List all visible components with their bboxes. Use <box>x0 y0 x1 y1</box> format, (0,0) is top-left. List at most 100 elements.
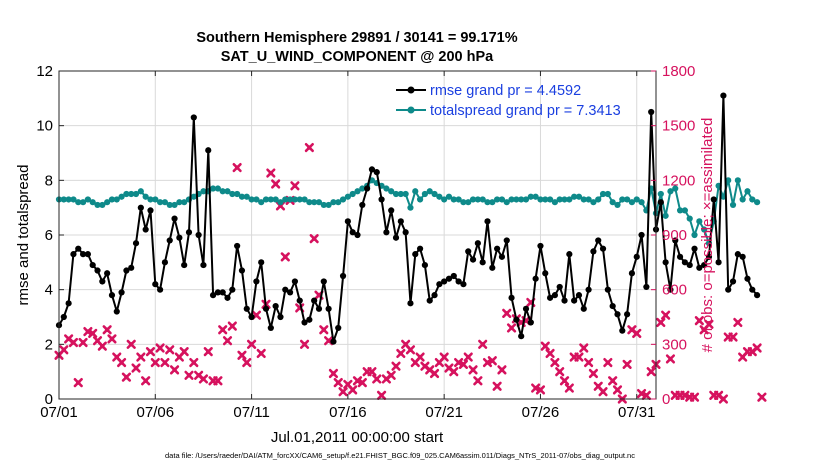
assimilated-marker-core <box>408 347 413 352</box>
totalspread-point <box>339 196 347 203</box>
totalspread-point <box>108 196 116 203</box>
assimilated-marker-core <box>215 378 221 383</box>
assimilated-marker-core <box>610 378 615 383</box>
y-tick-label: 10 <box>36 118 53 135</box>
rmse-point <box>94 267 101 274</box>
totalspread-point <box>725 177 732 184</box>
totalspread-point <box>474 196 481 203</box>
totalspread-point <box>157 199 164 206</box>
totalspread-point <box>676 207 684 214</box>
totalspread-point <box>465 199 472 206</box>
rmse-point <box>696 264 703 271</box>
rmse-point <box>729 278 737 285</box>
assimilated-marker-core <box>302 342 307 347</box>
totalspread-point <box>181 199 188 206</box>
assimilated-marker-core <box>374 376 379 382</box>
assimilated-marker-core <box>697 318 702 323</box>
totalspread-point <box>248 196 255 203</box>
assimilated-marker-core <box>547 351 553 356</box>
totalspread-point <box>566 196 573 203</box>
totalspread-point <box>518 196 525 203</box>
totalspread-point <box>513 196 520 203</box>
rmse-point <box>291 278 299 285</box>
rmse-point <box>754 292 761 299</box>
rmse-point <box>484 218 491 225</box>
rmse-point <box>421 261 429 269</box>
assimilated-marker-core <box>494 384 500 389</box>
x-axis: 07/01 07/06 07/11 07/16 07/21 07/26 07/31 <box>40 71 656 421</box>
rmse-point <box>113 308 120 315</box>
assimilated-marker-core <box>567 385 572 391</box>
rmse-point <box>224 294 231 301</box>
rmse-point <box>349 229 356 236</box>
assimilated-marker-core <box>461 362 466 367</box>
assimilated-marker-core <box>393 364 399 369</box>
totalspread-point <box>628 199 636 206</box>
totalspread-point <box>609 199 616 206</box>
totalspread-point <box>686 215 693 222</box>
totalspread-point <box>546 196 554 203</box>
chart-title: Southern Hemisphere 29891 / 30141 = 99.1… <box>196 30 517 46</box>
totalspread-point <box>262 196 270 203</box>
totalspread-point <box>571 193 578 200</box>
legend: rmse grand pr = 4.4592 totalspread grand… <box>396 83 621 119</box>
totalspread-point <box>315 199 323 206</box>
assimilated-marker-core <box>167 347 172 352</box>
totalspread-point <box>118 193 125 200</box>
totalspread-point <box>441 196 448 203</box>
rmse-point <box>243 305 250 312</box>
assimilated-marker-core <box>673 393 678 398</box>
totalspread-point <box>402 190 409 198</box>
assimilated-marker-core <box>543 343 548 349</box>
series-totalspread <box>55 177 761 247</box>
assimilated-marker-core <box>138 354 144 360</box>
rmse-point <box>311 297 318 304</box>
assimilated-marker-core <box>90 331 95 336</box>
rmse-point <box>720 92 727 99</box>
rmse-point <box>157 286 164 293</box>
assimilated-marker-core <box>417 354 423 360</box>
rmse-point <box>498 253 506 260</box>
rmse-point <box>705 253 713 260</box>
rmse-point <box>79 251 87 258</box>
x-tick-label: 07/01 <box>40 404 78 421</box>
assimilated-marker-core <box>109 336 115 342</box>
rmse-point <box>749 286 756 293</box>
rmse-point <box>200 261 207 269</box>
x-tick-label: 07/21 <box>425 404 463 421</box>
totalspread-point <box>311 199 318 206</box>
totalspread-point <box>291 196 299 203</box>
assimilated-marker-core <box>104 327 110 332</box>
rmse-point <box>469 256 477 263</box>
totalspread-point <box>672 185 679 192</box>
assimilated-marker-core <box>307 145 312 150</box>
totalspread-point <box>537 196 544 203</box>
rmse-point <box>147 207 154 214</box>
assimilated-marker-core <box>490 358 495 363</box>
totalspread-point <box>561 196 568 203</box>
totalspread-point <box>349 190 356 198</box>
rmse-point <box>691 245 698 252</box>
totalspread-point <box>701 226 708 233</box>
rmse-point <box>301 319 308 326</box>
rmse-point <box>546 294 554 301</box>
rmse-point <box>614 311 621 318</box>
x-tick-label: 07/06 <box>137 404 175 421</box>
totalspread-point <box>128 190 135 198</box>
totalspread-point <box>599 190 607 198</box>
totalspread-point <box>691 231 698 239</box>
totalspread-point <box>94 201 101 209</box>
chart-subtitle: SAT_U_WIND_COMPONENT @ 200 hPa <box>221 49 494 65</box>
rmse-point <box>624 311 631 318</box>
totalspread-point <box>739 196 746 203</box>
assimilated-marker-core <box>326 338 331 343</box>
totalspread-point <box>267 196 274 203</box>
rmse-point <box>638 231 645 239</box>
rmse-point <box>431 292 438 299</box>
assimilated-marker-core <box>259 351 264 356</box>
rmse-point <box>161 259 169 266</box>
rmse-point <box>368 166 376 173</box>
assimilated-marker-core <box>311 236 317 241</box>
totalspread-point <box>272 196 279 203</box>
assimilated-marker-core <box>129 342 134 347</box>
